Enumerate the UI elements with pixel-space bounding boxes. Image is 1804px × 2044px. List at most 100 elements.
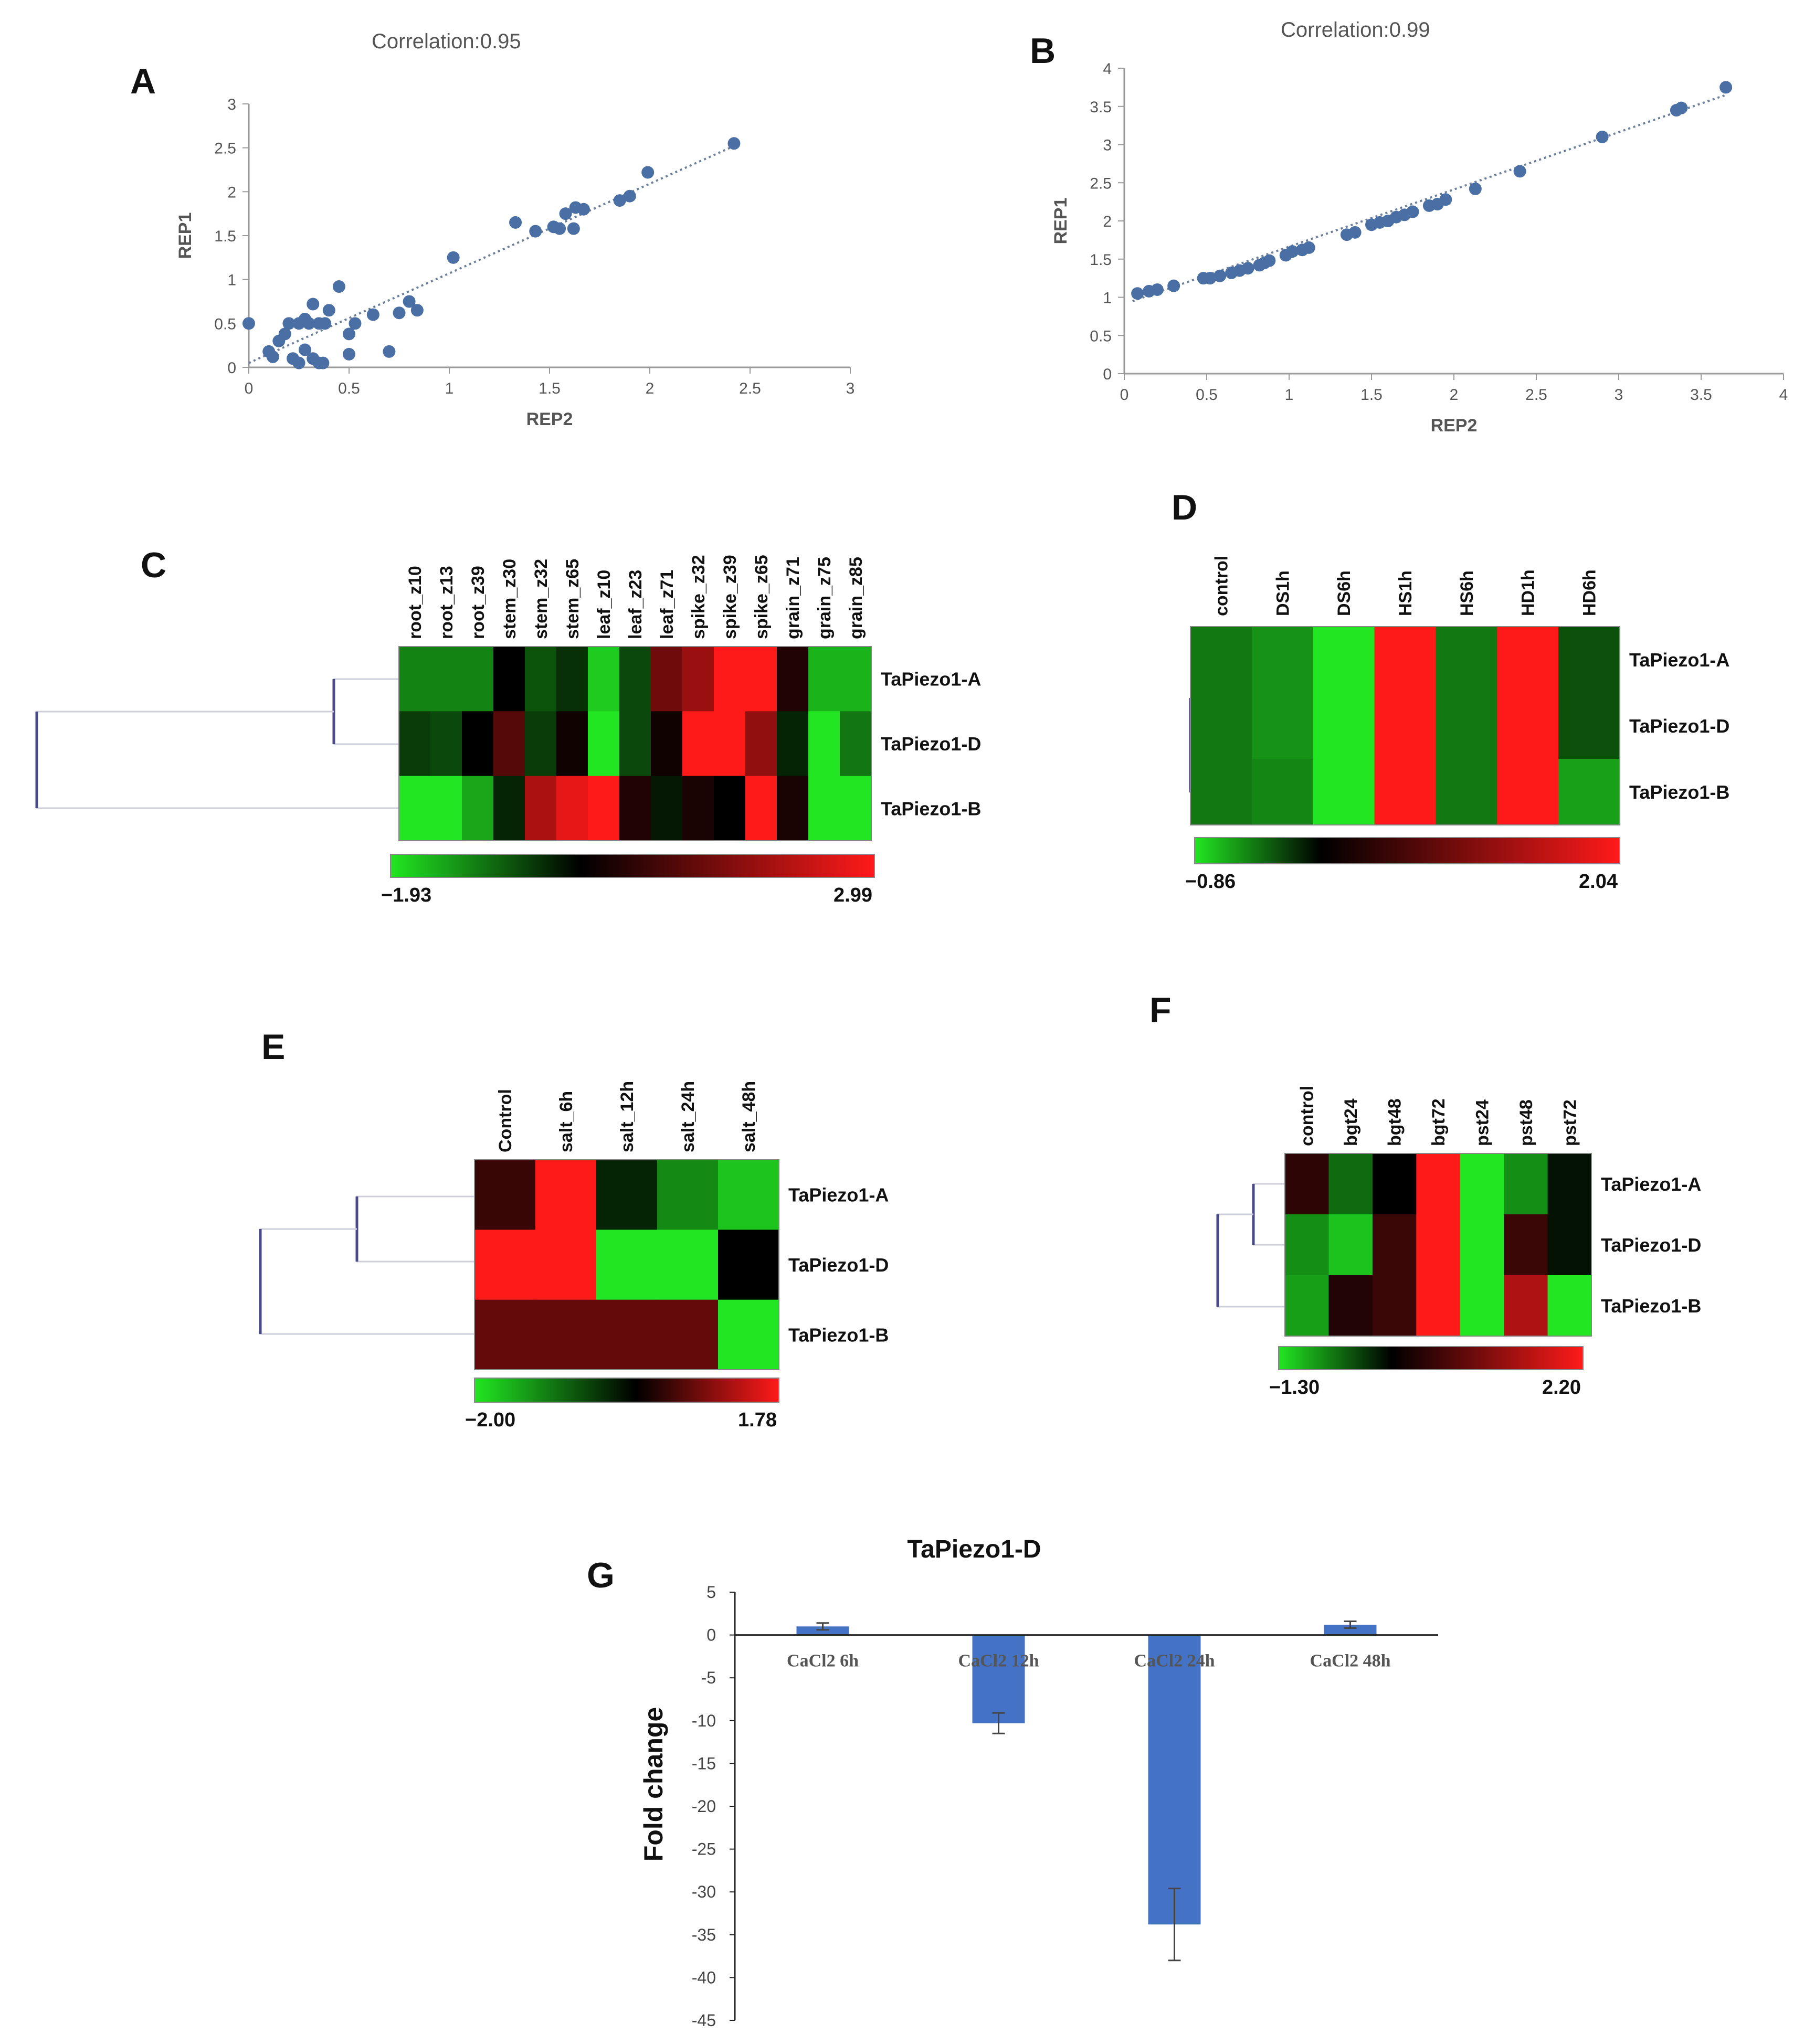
heatmap-cell xyxy=(808,711,840,777)
row-label: TaPiezo1-A xyxy=(788,1184,889,1206)
y-tick-label: -40 xyxy=(692,1968,716,1987)
data-point xyxy=(1719,81,1733,94)
panel-b-correlation: Correlation:0.99 xyxy=(1281,18,1430,41)
heatmap-cell xyxy=(718,1230,779,1300)
y-tick-label: 0.5 xyxy=(214,315,236,333)
column-label: spike_z65 xyxy=(752,555,772,639)
heatmap-cell xyxy=(1372,1153,1417,1215)
heatmap-cell xyxy=(1497,693,1559,759)
column-label: salt_48h xyxy=(739,1081,759,1152)
heatmap-cell xyxy=(588,647,620,712)
heatmap-cell xyxy=(1285,1214,1330,1276)
heatmap-cell xyxy=(474,1230,536,1300)
scale-min-label: −0.86 xyxy=(1185,871,1236,893)
heatmap-cell xyxy=(525,776,557,841)
x-tick-label: 2 xyxy=(646,380,655,397)
heatmap-cell xyxy=(1460,1275,1504,1337)
heatmap-cell xyxy=(1558,627,1620,693)
column-label: bgt48 xyxy=(1385,1098,1405,1146)
data-point xyxy=(307,298,320,311)
x-tick-label: 2.5 xyxy=(739,380,761,397)
column-label: salt_12h xyxy=(617,1081,637,1152)
heatmap-cell xyxy=(535,1160,597,1230)
x-tick-label: 1 xyxy=(1285,386,1294,404)
heatmap-border xyxy=(474,1159,779,1370)
data-point xyxy=(410,304,424,317)
heatmap-cell xyxy=(1374,627,1437,693)
heatmap-cell xyxy=(493,647,525,712)
x-tick-label: 1.5 xyxy=(1360,386,1383,404)
heatmap-cell xyxy=(1328,1214,1373,1276)
heatmap-cell xyxy=(1374,759,1437,825)
data-point xyxy=(509,216,522,229)
data-point xyxy=(1263,254,1276,267)
y-tick-label: 3.5 xyxy=(1090,99,1112,116)
panel-a-label: A xyxy=(130,61,156,101)
data-point xyxy=(332,280,345,293)
panel-g-label: G xyxy=(587,1555,615,1595)
y-tick-label: 0 xyxy=(706,1626,716,1645)
heatmap-cell xyxy=(619,647,651,712)
y-axis-title: REP1 xyxy=(175,213,195,259)
column-label: bgt24 xyxy=(1341,1098,1361,1146)
heatmap-cell xyxy=(1504,1214,1548,1276)
data-point xyxy=(727,137,741,150)
panel-b-label: B xyxy=(1030,31,1056,71)
panel-b-scatter: 0 0.5 1 1.5 2 2.5 3 3.5 4 0 0.5 1 1.5 2 2.5 3 3.5 4 REP2 RE… xyxy=(1051,60,1788,436)
panel-c-label: C xyxy=(141,545,166,585)
panel-e-heatmap: Control salt_6h salt_12h salt_24h salt_48h Ta… xyxy=(465,1081,889,1431)
data-point xyxy=(317,356,330,369)
data-point xyxy=(567,222,580,235)
column-label: grain_z85 xyxy=(846,557,866,639)
heatmap-cell xyxy=(399,776,431,841)
heatmap-cell xyxy=(682,776,714,841)
column-label: HD6h xyxy=(1580,569,1600,616)
heatmap-cell xyxy=(745,776,777,841)
data-point xyxy=(1406,205,1419,218)
heatmap-cell xyxy=(525,647,557,712)
data-point xyxy=(383,345,396,358)
y-axis-title: REP1 xyxy=(1051,198,1071,245)
data-point xyxy=(553,222,566,235)
heatmap-border xyxy=(1190,626,1620,825)
row-label: TaPiezo1-A xyxy=(1601,1173,1701,1195)
scale-max-label: 2.20 xyxy=(1542,1376,1581,1399)
row-label: TaPiezo1-B xyxy=(881,798,981,819)
scale-max-label: 2.04 xyxy=(1579,871,1618,893)
heatmap-cell xyxy=(714,711,746,777)
color-scale-bar xyxy=(1278,1346,1584,1370)
y-tick-label: 0 xyxy=(1103,366,1112,383)
heatmap-cell xyxy=(657,1230,719,1300)
y-tick-label: -20 xyxy=(692,1797,716,1816)
heatmap-cell xyxy=(535,1230,597,1300)
y-tick-label: -35 xyxy=(692,1925,716,1944)
scale-min-label: −2.00 xyxy=(465,1409,515,1431)
heatmap-cell xyxy=(525,711,557,777)
heatmap-cell xyxy=(1328,1275,1373,1337)
column-label: HD1h xyxy=(1518,569,1538,616)
panel-e-label: E xyxy=(261,1027,285,1067)
bar xyxy=(972,1635,1025,1723)
data-point xyxy=(613,194,626,207)
heatmap-cell xyxy=(556,776,588,841)
row-label: TaPiezo1-D xyxy=(788,1254,889,1276)
panel-d-label: D xyxy=(1172,488,1197,527)
x-tick-label: 0.5 xyxy=(338,380,360,397)
heatmap-cell xyxy=(777,647,809,712)
column-label: leaf_z71 xyxy=(657,570,677,639)
heatmap-cell xyxy=(714,647,746,712)
x-tick-label: 1.5 xyxy=(539,380,561,397)
y-tick-label: 5 xyxy=(706,1583,716,1602)
column-label: leaf_z10 xyxy=(594,570,614,639)
data-point xyxy=(1131,287,1144,300)
data-point xyxy=(278,327,291,341)
heatmap-cell xyxy=(1251,759,1314,825)
panel-d-heatmap: control DS1h DS6h HS1h HS6h HD1h HD6h TaPiezo1-… xyxy=(1185,556,1729,893)
data-point xyxy=(242,317,255,330)
heatmap-cell xyxy=(777,711,809,777)
heatmap-cell xyxy=(588,711,620,777)
heatmap-cell xyxy=(840,776,872,841)
heatmap-cell xyxy=(682,711,714,777)
heatmap-cell xyxy=(556,711,588,777)
panel-a-scatter: 0 0.5 1 1.5 2 2.5 3 0 0.5 1 1.5 2 2.5 3 REP2 REP1 xyxy=(175,96,854,429)
